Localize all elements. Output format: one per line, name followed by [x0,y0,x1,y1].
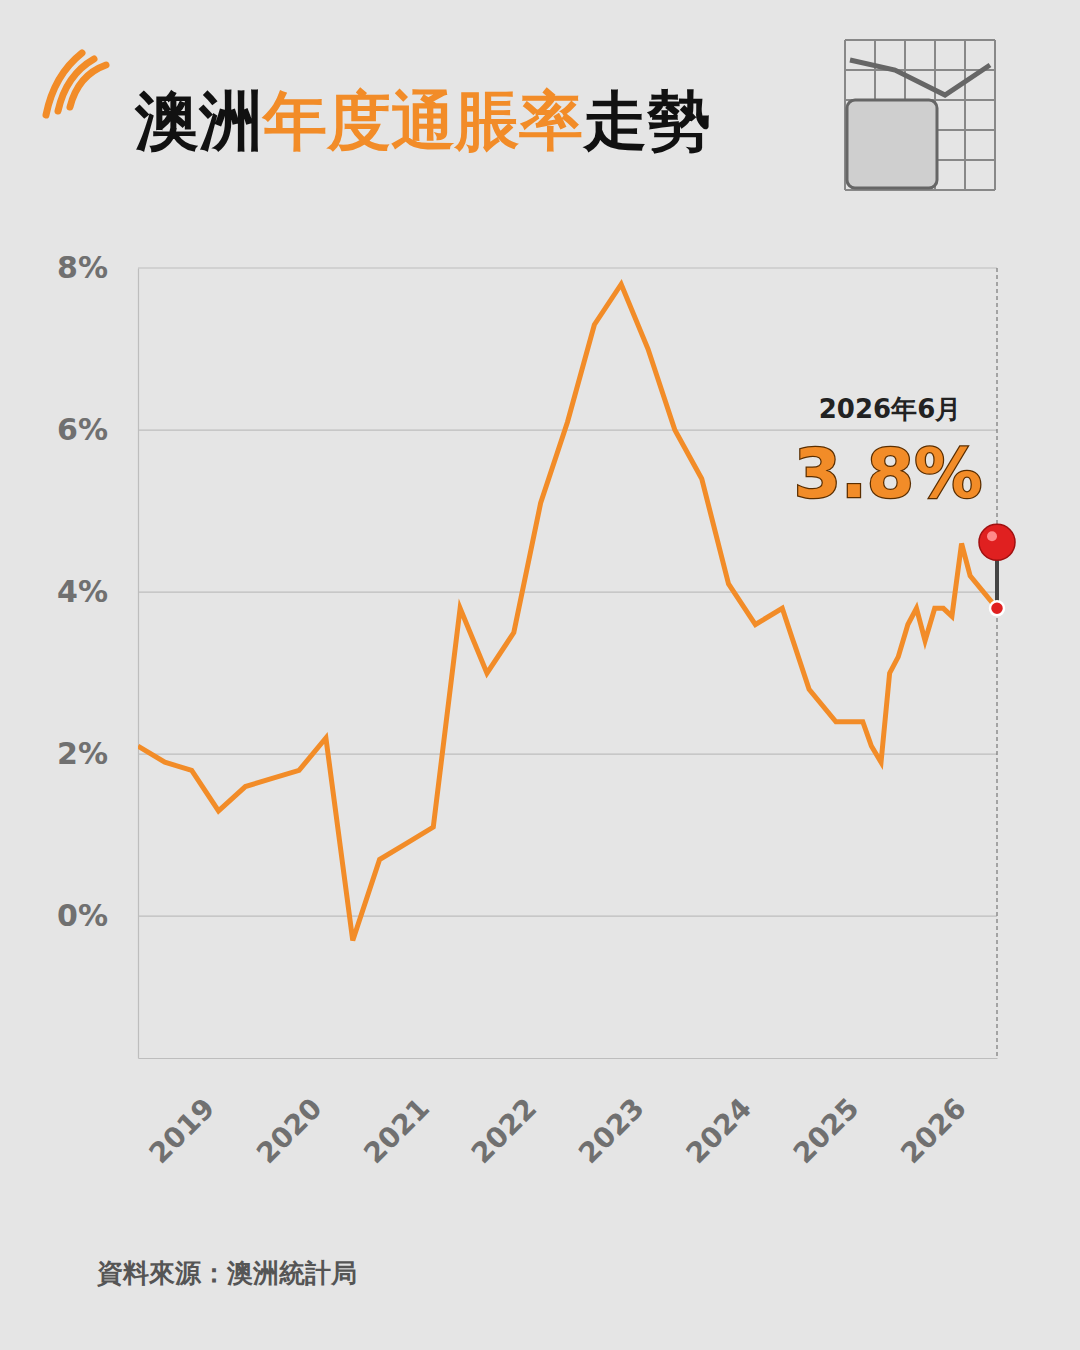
background [0,0,1080,1350]
title: 澳洲年度通脹率走勢 [134,84,711,158]
x-tick-label: 2019 [143,1092,221,1170]
icon-grid [964,40,966,190]
title-part: 走勢 [582,84,711,158]
plot-area [138,284,997,940]
x-tick: 2023 [572,1058,650,1170]
pin [979,524,1015,615]
y-tick-label: 6% [57,412,108,447]
pin-shine [987,531,997,541]
frame-line [996,268,997,1058]
grid-line [138,267,997,268]
x-tick: 2024 [680,1058,758,1170]
chart: 澳洲年度通脹率走勢0%2%4%6%8%201920202021202220232… [0,0,1080,1350]
x-tick: 2019 [143,1058,221,1170]
y-tick: 6% [57,412,138,447]
x-tick: 2021 [357,1058,435,1170]
y-axis-line [138,269,139,1059]
x-axis-line [139,1058,998,1059]
grid-line [138,754,997,755]
y-tick: 8% [57,250,138,285]
icon-grid [994,40,996,190]
icon-bag [847,100,937,188]
x-tick: 2026 [894,1058,972,1170]
annotation-date: 2026年6月 [819,394,961,424]
source: 資料來源：澳洲統計局 [96,1258,357,1288]
title-part: 澳洲 [134,84,263,158]
x-tick-label: 2023 [572,1092,650,1170]
annotation-value: 3.8% [794,434,983,513]
x-tick: 2020 [250,1058,328,1170]
x-tick-label: 2024 [680,1092,758,1170]
x-tick: 2022 [465,1058,543,1170]
grid [138,268,997,916]
y-tick: 0% [57,898,138,933]
x-tick-label: 2026 [894,1092,972,1170]
line [138,284,997,940]
y-tick-label: 4% [57,574,108,609]
x-tick-label: 2021 [357,1092,435,1170]
x-tick-label: 2022 [465,1092,543,1170]
grid-line [138,592,997,593]
x-axis: 2019 2020 2021 2022 2023 2024 2025 2026 [139,1058,998,1170]
y-axis: 0% 2% 4% 6% 8% [57,250,138,1058]
x-tick-label: 2020 [250,1092,328,1170]
x-tick-label: 2025 [787,1092,865,1170]
logo-stripe [70,65,106,107]
icon-arrow [850,60,990,95]
logo [46,53,106,115]
end-point [990,601,1004,615]
y-tick-label: 8% [57,250,108,285]
title-part: 年度通脹率 [261,84,583,158]
icon-grid [845,39,995,41]
icon [845,40,995,190]
icon-grid [845,69,995,71]
y-tick-label: 2% [57,736,108,771]
x-tick: 2025 [787,1058,865,1170]
y-tick: 2% [57,736,138,771]
pin-head [979,524,1015,560]
y-tick-label: 0% [57,898,108,933]
grid-line [138,916,997,917]
y-tick: 4% [57,574,138,609]
